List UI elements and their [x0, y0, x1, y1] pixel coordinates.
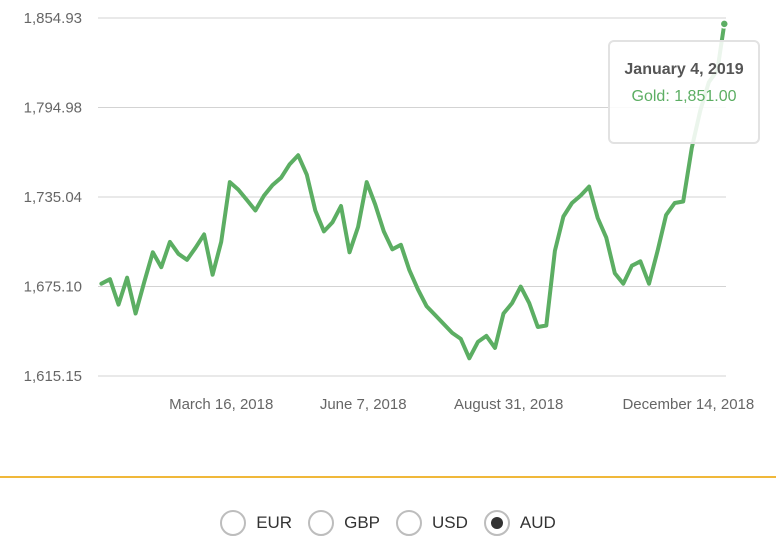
y-axis-ticks: 1,854.93 1,794.98 1,735.04 1,675.10 1,615.15 — [24, 10, 82, 385]
chart-tooltip: January 4, 2019 Gold: 1,851.00 — [608, 40, 760, 144]
x-tick-label: March 16, 2018 — [169, 396, 273, 413]
y-tick-label: 1,675.10 — [24, 278, 82, 295]
x-axis-ticks: March 16, 2018 June 7, 2018 August 31, 201… — [169, 396, 754, 413]
x-tick-label: August 31, 2018 — [454, 396, 563, 413]
currency-option-eur[interactable]: EUR — [220, 510, 292, 536]
radio-usd[interactable] — [396, 510, 422, 536]
radio-label-usd: USD — [432, 513, 468, 532]
y-tick-label: 1,854.93 — [24, 10, 82, 27]
hovered-point[interactable] — [719, 19, 730, 29]
currency-option-usd[interactable]: USD — [396, 510, 468, 536]
series-line-0 — [99, 21, 727, 361]
radio-label-aud: AUD — [519, 513, 556, 532]
radio-label-gbp: GBP — [344, 513, 380, 532]
y-tick-label: 1,615.15 — [24, 368, 82, 385]
tooltip-value: Gold: 1,851.00 — [631, 88, 737, 105]
radio-label-eur: EUR — [256, 513, 293, 532]
x-tick-label: June 7, 2018 — [320, 396, 407, 413]
tooltip-date: January 4, 2019 — [624, 61, 744, 78]
x-tick-label: December 14, 2018 — [622, 396, 754, 413]
radio-aud[interactable] — [483, 510, 510, 536]
radio-gbp[interactable] — [308, 510, 335, 536]
currency-selector: EUR GBP USD AUD — [0, 506, 776, 540]
y-tick-label: 1,794.98 — [24, 100, 82, 117]
currency-option-aud[interactable]: AUD — [483, 510, 556, 536]
currency-option-gbp[interactable]: GBP — [308, 510, 380, 536]
gold-price-chart: 1,854.93 1,794.98 1,735.04 1,675.10 1,615.15… — [24, 10, 755, 413]
radio-eur[interactable] — [220, 510, 247, 536]
y-tick-label: 1,735.04 — [24, 189, 82, 206]
divider-line — [0, 476, 776, 478]
series-lines — [99, 19, 730, 361]
